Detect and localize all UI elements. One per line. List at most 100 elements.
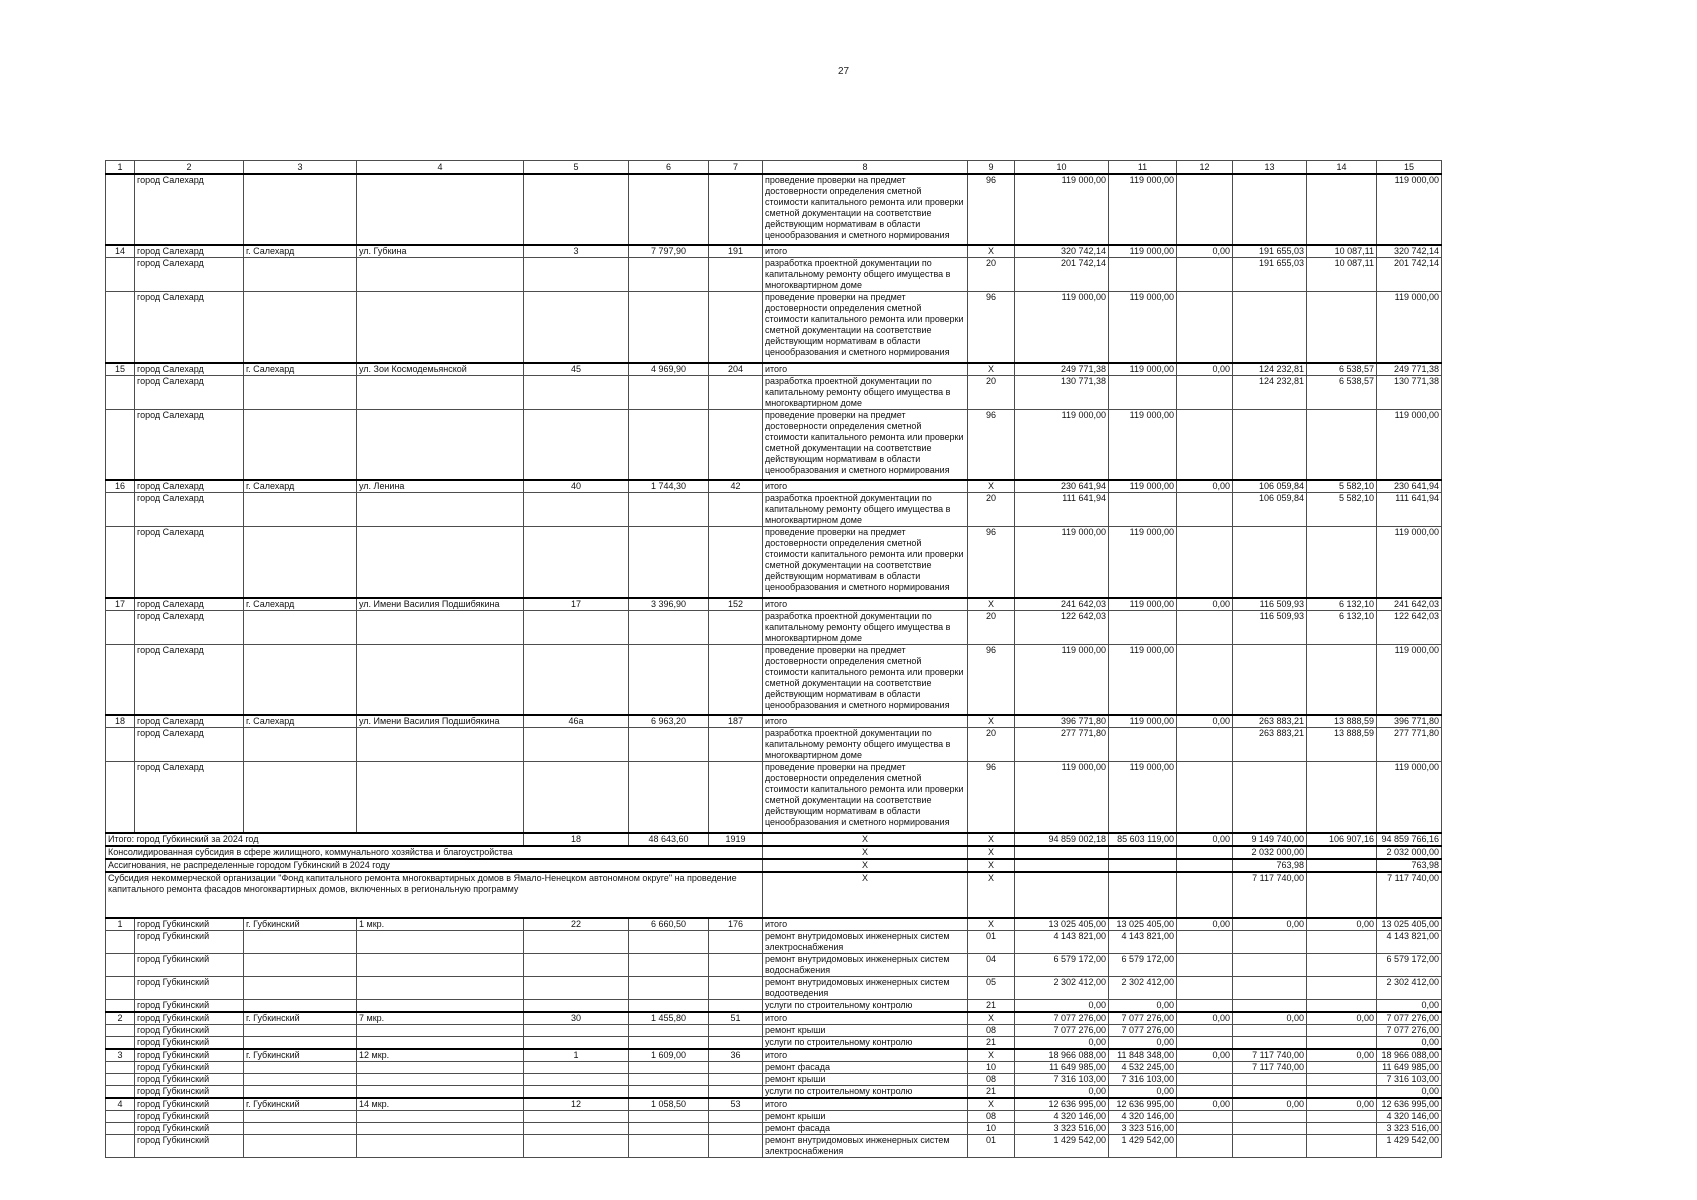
column-header: 7 [708,160,763,175]
table-cell: 119 000,00 [1108,596,1177,611]
table-cell [243,998,357,1012]
table-cell: 320 742,14 [1014,244,1109,258]
table-cell: город Салехард [134,596,244,611]
table-cell: 0,00 [1176,361,1233,376]
table-cell [356,173,524,246]
table-cell: 263 883,21 [1232,714,1307,728]
table-row: Субсидия некоммерческой организации "Фон… [105,870,1442,918]
table-cell: 176 [708,916,763,931]
table-cell [1176,761,1233,833]
table-cell: 191 655,03 [1232,257,1307,292]
page-number: 27 [838,66,850,77]
table-cell: 130 771,38 [1014,374,1109,410]
table-cell [1306,1109,1377,1123]
table-cell [1306,526,1377,598]
table-cell [243,975,357,1000]
table-cell: 12 636 995,00 [1014,1096,1109,1111]
table-cell: 763,98 [1376,857,1442,872]
table-cell: X [762,831,968,846]
table-cell: 119 000,00 [1108,173,1177,246]
table-cell [356,408,524,481]
table-cell: 45 [523,361,629,376]
table-cell: 6 132,10 [1306,609,1377,645]
table-cell: 1919 [708,831,763,846]
table-cell [708,492,763,527]
table-cell: проведение проверки на предмет достоверн… [762,173,968,246]
table-cell: 4 320 146,00 [1108,1109,1177,1123]
table-cell: ул. Губкина [356,244,524,258]
table-cell: 124 232,81 [1232,374,1307,410]
table-row: город Губкинский ремонт крыши 08 7 316 103,… [105,1072,1442,1086]
table-cell: город Губкинский [134,1035,244,1049]
table-row: город Губкинский услуги по строительному … [105,1035,1442,1049]
table-cell: X [762,857,968,872]
table-cell: 16 [105,479,135,493]
table-cell [1306,1035,1377,1049]
table-cell: проведение проверки на предмет достоверн… [762,643,968,716]
table-cell [628,408,709,481]
table-cell: 119 000,00 [1014,761,1109,833]
table-cell [243,374,357,410]
table-cell [243,1072,357,1086]
table-row: 16 город Салехард г. Салехард ул. Ленина 40 1… [105,479,1442,493]
table-cell [628,727,709,762]
table-cell [708,1133,763,1158]
table-cell [523,408,629,481]
table-cell [1176,870,1233,918]
table-cell [1176,727,1233,762]
table-cell [243,727,357,762]
table-cell: 21 [967,1084,1015,1098]
table-cell: г. Губкинский [243,1010,357,1025]
table-row: 18 город Салехард г. Салехард ул. Имени Вас… [105,714,1442,728]
table-cell [105,173,135,246]
table-cell: 4 143 821,00 [1108,929,1177,954]
table-cell: 18 966 088,00 [1014,1047,1109,1062]
table-cell: X [967,596,1015,611]
table-cell [708,173,763,246]
table-cell [628,173,709,246]
table-cell: 1 [523,1047,629,1062]
table-cell: проведение проверки на предмет достоверн… [762,291,968,363]
table-cell [1176,492,1233,527]
table-cell: проведение проверки на предмет достоверн… [762,761,968,833]
table-cell: город Губкинский [134,1109,244,1123]
column-header: 2 [134,160,244,175]
table-cell [523,761,629,833]
table-cell: 96 [967,291,1015,363]
table-cell: 249 771,38 [1376,361,1442,376]
table-cell [708,998,763,1012]
table-cell [628,526,709,598]
table-cell: 4 320 146,00 [1014,1109,1109,1123]
table-cell: разработка проектной документации по кап… [762,374,968,410]
table-cell [1306,844,1377,859]
table-cell [105,408,135,481]
table-cell: 119 000,00 [1108,761,1177,833]
table-cell: 15 [105,361,135,376]
table-cell: 20 [967,374,1015,410]
table-cell: 18 966 088,00 [1376,1047,1442,1062]
table-cell [1232,929,1307,954]
column-header: 13 [1232,160,1307,175]
table-cell: 119 000,00 [1108,291,1177,363]
table-cell: 7 316 103,00 [1376,1072,1442,1086]
table-cell: 122 642,03 [1376,609,1442,645]
table-cell [356,492,524,527]
table-cell [105,1023,135,1037]
table-cell [105,1133,135,1158]
table-cell [523,1084,629,1098]
table-cell: город Губкинский [134,1072,244,1086]
table-cell: итого [762,1096,968,1111]
table-cell [628,643,709,716]
table-cell: 124 232,81 [1232,361,1307,376]
table-cell: 0,00 [1176,596,1233,611]
table-cell: 13 888,59 [1306,727,1377,762]
table-cell: Консолидированная субсидия в сфере жилищ… [105,844,763,859]
table-cell: 320 742,14 [1376,244,1442,258]
table-cell [708,952,763,977]
table-cell: X [967,1010,1015,1025]
table-cell [356,291,524,363]
table-cell: 01 [967,929,1015,954]
header-row: 1 2 3 4 5 6 7 8 9 10 11 12 13 14 15 [105,160,1442,175]
table-cell: 119 000,00 [1376,173,1442,246]
table-cell: 0,00 [1176,1010,1233,1025]
